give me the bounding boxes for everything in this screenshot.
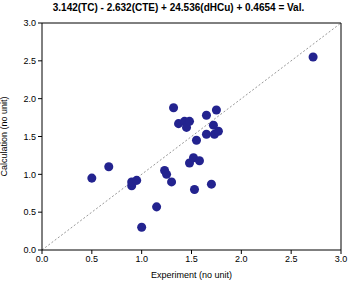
svg-text:Calculation (no unit): Calculation (no unit)	[8, 96, 9, 176]
svg-text:1.0: 1.0	[135, 254, 148, 264]
svg-text:0.5: 0.5	[86, 254, 99, 264]
svg-text:3.0: 3.0	[335, 254, 348, 264]
svg-text:0.5: 0.5	[23, 207, 36, 217]
svg-text:3.0: 3.0	[23, 18, 36, 28]
svg-text:0.0: 0.0	[36, 254, 49, 264]
svg-text:Experiment (no unit): Experiment (no unit)	[151, 270, 232, 280]
svg-text:2.5: 2.5	[285, 254, 298, 264]
svg-text:2.0: 2.0	[235, 254, 248, 264]
svg-text:0.0: 0.0	[23, 245, 36, 255]
svg-text:2.0: 2.0	[23, 94, 36, 104]
svg-text:2.5: 2.5	[23, 56, 36, 66]
svg-text:1.5: 1.5	[185, 254, 198, 264]
svg-text:1.0: 1.0	[23, 170, 36, 180]
svg-text:1.5: 1.5	[23, 132, 36, 142]
html-text:3.142(TC) - 2.632(CTE) + 24.53: 3.142(TC) - 2.632(CTE) + 24.536(dHCu) + …	[52, 2, 305, 13]
